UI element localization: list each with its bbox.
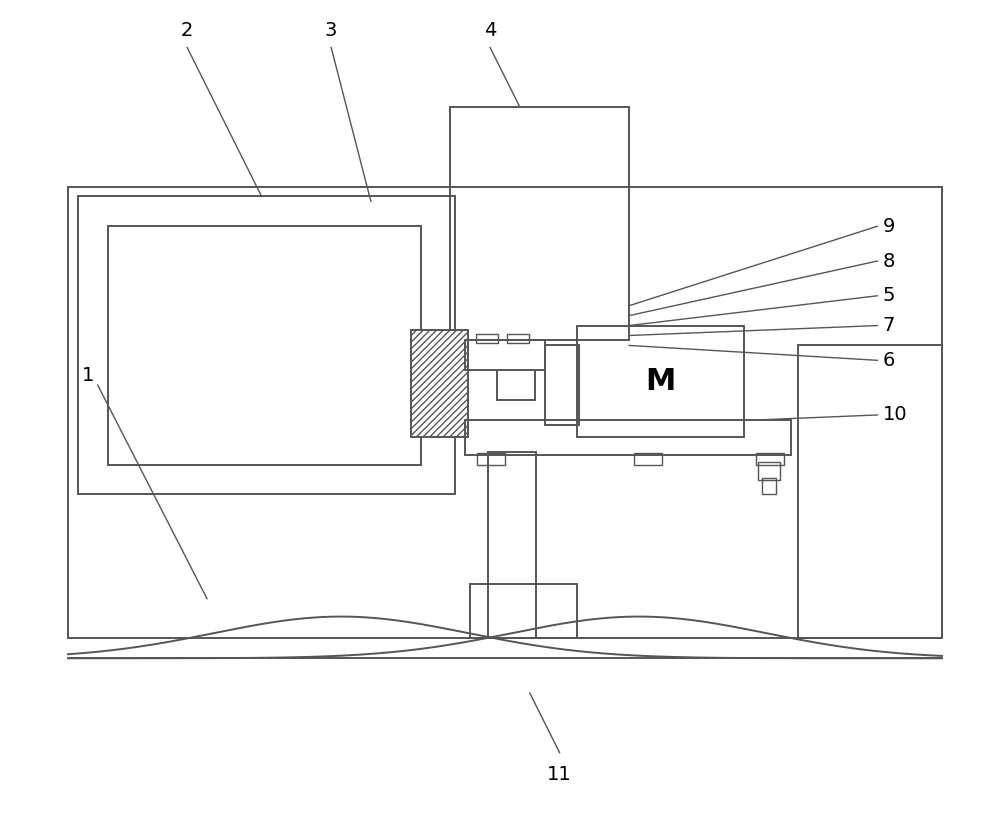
Bar [762, 478, 776, 495]
Bar [476, 333, 498, 343]
Bar [756, 452, 784, 465]
Text: 11: 11 [547, 764, 572, 783]
Bar [465, 420, 791, 455]
Bar [411, 329, 468, 437]
Bar [477, 452, 505, 465]
Text: 1: 1 [82, 366, 94, 385]
Text: M: M [646, 367, 676, 395]
Bar [450, 107, 629, 341]
Bar [465, 341, 545, 370]
Text: 9: 9 [882, 217, 895, 236]
Bar [470, 584, 577, 638]
Text: 2: 2 [181, 20, 193, 39]
Text: 3: 3 [325, 20, 337, 39]
Bar [68, 187, 942, 638]
Text: 10: 10 [882, 405, 907, 425]
Bar [78, 196, 455, 495]
Bar [798, 346, 942, 638]
Bar [577, 325, 744, 437]
Bar [108, 227, 421, 465]
Text: 4: 4 [484, 20, 496, 39]
Bar [634, 452, 662, 465]
Text: 8: 8 [882, 252, 895, 271]
Bar [488, 452, 536, 638]
Text: 5: 5 [882, 286, 895, 306]
Bar [545, 346, 579, 425]
Bar [758, 461, 780, 479]
Bar [507, 333, 529, 343]
Text: 7: 7 [882, 316, 895, 335]
Text: 6: 6 [882, 350, 895, 370]
